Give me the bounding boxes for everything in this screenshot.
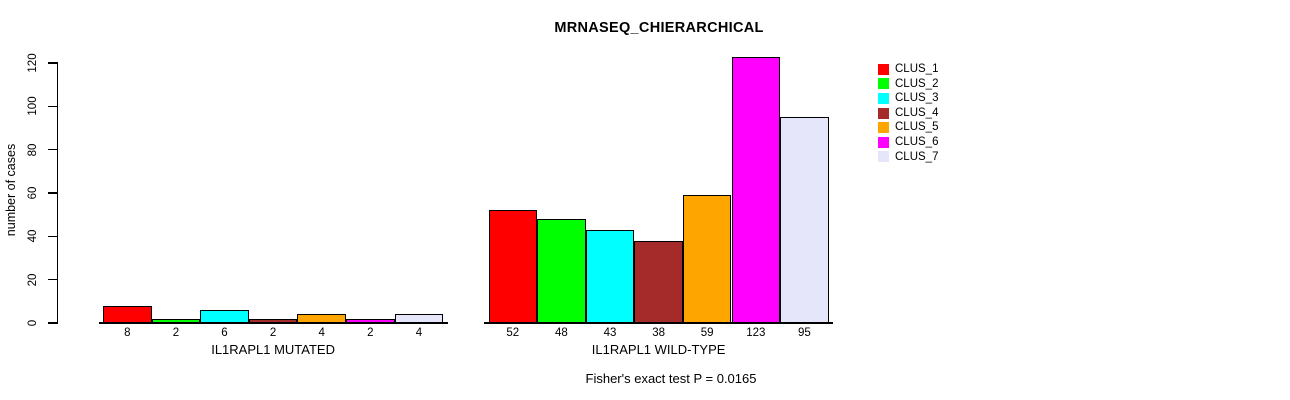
bar-clus_7 [394, 314, 444, 323]
legend-item: CLUS_1 [878, 62, 938, 77]
bar-clus_2 [537, 219, 586, 323]
bar-clus_7 [780, 117, 829, 323]
bar-value-label: 95 [797, 326, 811, 339]
bar-clus_5 [682, 195, 732, 323]
legend-label: CLUS_5 [895, 121, 939, 134]
bar-value-label: 6 [221, 326, 228, 339]
bar-value-label: 4 [415, 326, 423, 339]
legend-swatch-icon [878, 92, 889, 104]
y-tick-label: 120 [27, 53, 39, 73]
bar-value-label: 2 [269, 326, 277, 339]
bar-clus_1 [488, 210, 538, 323]
y-tick [48, 235, 57, 238]
y-tick [48, 322, 57, 324]
legend-item: CLUS_7 [878, 150, 938, 165]
y-tick [48, 278, 57, 281]
legend: CLUS_1 CLUS_2 CLUS_3 CLUS_4 CLUS_5 CLUS_6 CLUS… [878, 62, 938, 164]
y-tick-label: 100 [27, 96, 39, 116]
legend-item: CLUS_3 [878, 91, 938, 106]
y-tick-label: 80 [27, 143, 39, 157]
legend-swatch-icon [878, 122, 889, 134]
bar-value-label: 2 [172, 326, 180, 339]
y-axis-line [56, 62, 59, 324]
bar-value-label: 38 [652, 326, 665, 339]
bar-clus_4 [248, 318, 298, 323]
legend-label: CLUS_6 [895, 135, 939, 148]
stat-annotation: Fisher's exact test P = 0.0165 [585, 371, 757, 386]
bar-clus_4 [634, 240, 683, 323]
bar-value-label: 8 [124, 326, 131, 339]
legend-item: CLUS_6 [878, 135, 938, 150]
bar-clus_6 [346, 318, 395, 323]
group-label: IL1RAPL1 MUTATED [211, 342, 335, 357]
legend-swatch-icon [878, 78, 889, 90]
legend-item: CLUS_2 [878, 77, 938, 92]
legend-swatch-icon [878, 107, 889, 119]
legend-label: CLUS_7 [895, 150, 939, 163]
legend-label: CLUS_4 [895, 106, 939, 119]
y-axis-title: number of cases [4, 143, 18, 237]
y-tick-label: 20 [27, 273, 39, 287]
legend-item: CLUS_5 [878, 120, 938, 135]
chart-title: MRNASEQ_CHIERARCHICAL [554, 20, 764, 36]
bar-clus_3 [200, 310, 249, 323]
y-tick-label: 40 [27, 229, 39, 243]
legend-label: CLUS_1 [895, 63, 939, 75]
bar-value-label: 123 [746, 326, 766, 339]
y-tick [48, 62, 57, 64]
legend-label: CLUS_3 [895, 92, 939, 105]
bar-clus_1 [103, 305, 152, 323]
bar-value-label: 52 [506, 326, 520, 339]
bar-value-label: 43 [603, 326, 617, 339]
y-tick [48, 148, 57, 151]
bar-clus_5 [297, 314, 346, 323]
y-tick [48, 192, 57, 194]
legend-swatch-icon [878, 136, 889, 148]
legend-swatch-icon [878, 151, 889, 163]
legend-item: CLUS_4 [878, 106, 938, 121]
legend-swatch-icon [878, 63, 889, 75]
y-tick [48, 105, 57, 108]
bar-value-label: 48 [554, 326, 568, 339]
y-tick-label: 0 [27, 319, 39, 327]
y-tick-label: 60 [27, 186, 39, 200]
group-label: IL1RAPL1 WILD-TYPE [591, 342, 726, 357]
bar-clus_2 [151, 318, 201, 323]
bar-clus_3 [585, 229, 635, 323]
bar-value-label: 2 [367, 326, 374, 339]
bar-value-label: 59 [700, 326, 714, 339]
bar-clus_6 [731, 56, 781, 323]
bar-value-label: 4 [318, 326, 325, 339]
legend-label: CLUS_2 [895, 77, 939, 90]
